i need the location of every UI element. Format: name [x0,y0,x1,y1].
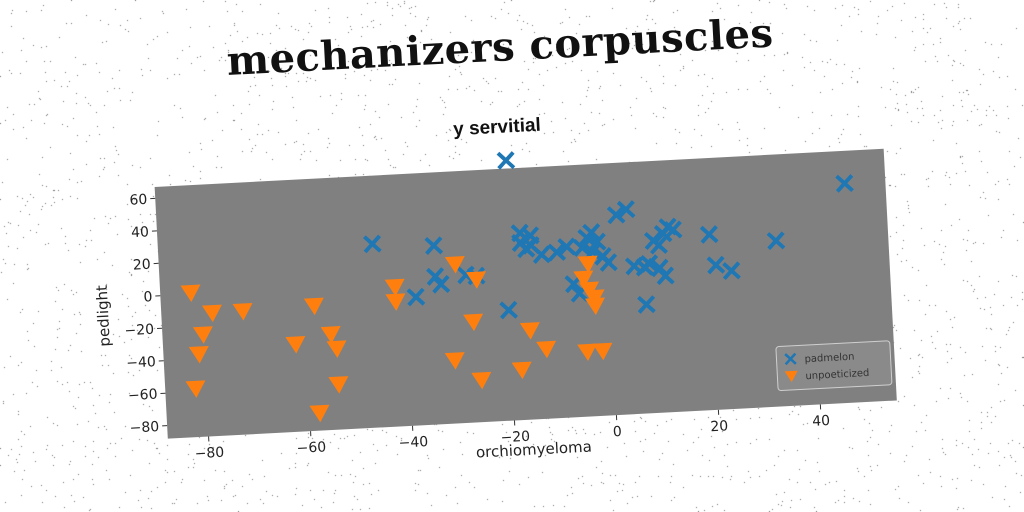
data-point [499,300,518,320]
legend-label-padmelon: padmelon [804,352,854,366]
data-point [431,275,451,294]
data-points [180,151,854,423]
x-axis-ticks: −80 −60 −40 −20 0 20 40 [194,404,831,462]
y-tick-label: −40 [126,354,156,372]
data-point [584,297,605,316]
data-point [599,253,618,272]
legend-items: padmelon unpoeticized [784,352,870,383]
data-point [722,261,741,281]
data-point [188,345,209,364]
data-point [606,205,626,225]
data-point [185,380,206,398]
data-point [496,151,516,170]
data-point [362,234,382,254]
data-point [385,293,406,311]
y-tick-label: 0 [143,289,153,305]
x-tick-label: −80 [194,445,224,463]
chart-subtitle: y servitial [453,115,542,141]
data-point [616,200,636,219]
legend-label-unpoeticized: unpoeticized [805,368,870,382]
x-axis-label: orchiomyeloma [476,437,593,461]
data-point [326,340,347,358]
data-point [424,236,444,255]
x-tick-label: 0 [612,424,622,440]
data-point [656,266,675,286]
data-point [532,245,551,264]
series-padmelon [362,151,854,320]
data-point [577,343,598,362]
data-point [320,326,341,344]
y-tick-label: 20 [132,257,151,274]
x-tick-label: 40 [812,413,831,430]
data-point [637,295,656,314]
data-point [309,404,330,423]
data-point [232,302,253,321]
data-point [577,255,598,274]
data-point [649,235,668,255]
data-point [406,287,426,307]
plot-area [154,148,897,439]
data-point [192,326,213,344]
y-axis-ticks: −80 −60 −40 −20 0 20 40 60 [124,192,168,437]
legend-marker-padmelon [784,352,797,366]
data-point [201,304,222,323]
data-point [835,174,854,193]
legend-box [775,340,893,391]
x-tick-label: 20 [710,418,729,435]
data-point [699,225,719,244]
x-tick-label: −20 [500,429,530,447]
data-point [573,270,594,288]
data-point [285,336,306,354]
y-tick-label: −20 [124,322,154,340]
data-point [328,376,349,394]
y-axis-label: pedlight [93,285,114,347]
data-point [564,274,584,294]
data-point [466,271,486,289]
data-point [519,322,540,340]
data-point [582,223,601,242]
x-tick-label: −60 [296,439,326,457]
legend-marker-unpoeticized [784,370,798,383]
data-point [511,361,532,380]
data-point [766,231,786,251]
data-point [547,242,567,262]
y-tick-label: −80 [129,419,159,437]
data-point [557,237,577,257]
data-point [444,256,465,274]
data-point [592,342,613,361]
y-tick-label: −60 [128,387,158,405]
data-point [572,238,592,257]
series-unpoeticized [180,255,613,423]
y-tick-label: 60 [129,192,148,209]
data-point [444,352,465,370]
data-point [471,371,492,390]
legend: padmelon unpoeticized [775,340,893,391]
data-point [640,254,659,273]
data-point [663,220,683,240]
data-point [180,284,201,303]
data-point [706,255,726,275]
data-point [303,297,324,316]
x-tick-label: −40 [398,434,428,452]
data-point [384,278,405,297]
data-point [516,239,536,259]
y-tick-label: 40 [131,224,150,241]
data-point [536,340,557,359]
data-point [587,232,607,252]
data-point [463,313,484,332]
